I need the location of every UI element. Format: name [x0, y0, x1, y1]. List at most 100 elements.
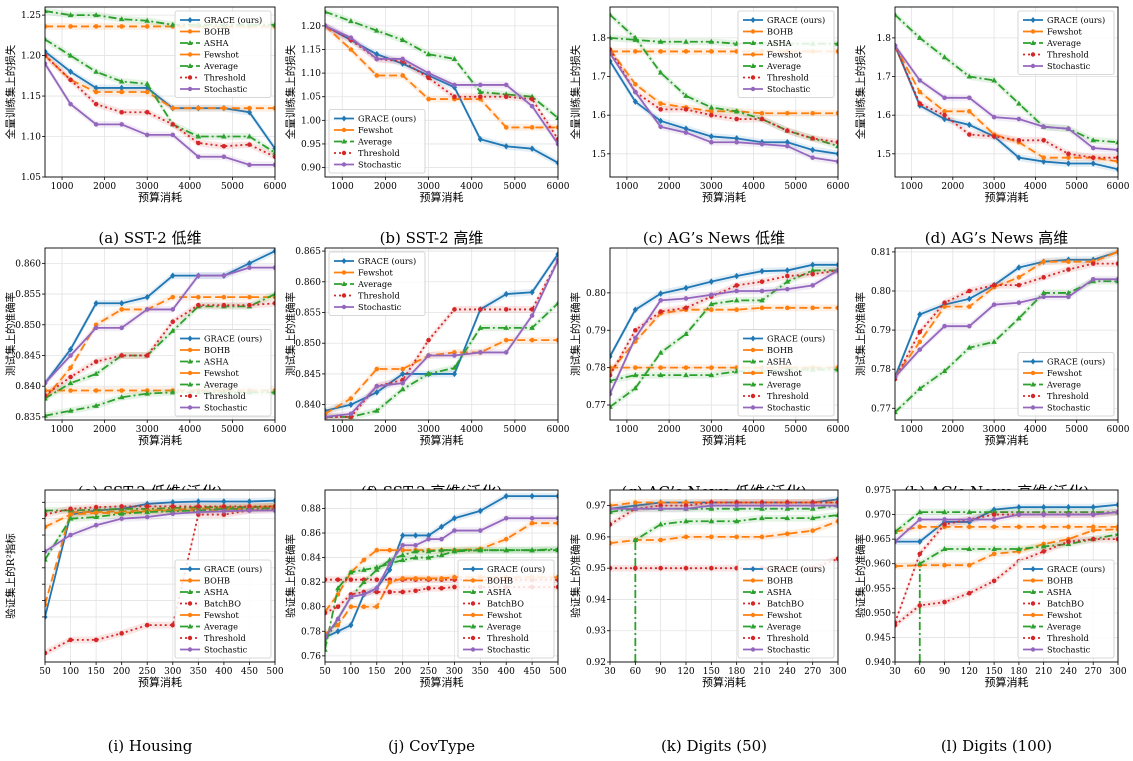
- legend-label: Fewshot: [767, 368, 802, 378]
- data-point: [1090, 504, 1096, 511]
- legend-marker: [1030, 393, 1036, 399]
- data-point: [400, 366, 405, 372]
- series-line-stochastic: [325, 259, 558, 418]
- data-point: [93, 122, 99, 127]
- x-tick-label: 100: [62, 667, 79, 677]
- data-point: [709, 292, 714, 298]
- series-group: [610, 495, 838, 662]
- data-point: [555, 250, 558, 258]
- x-tick-label: 120: [677, 667, 694, 677]
- data-point: [709, 565, 714, 571]
- legend-label: Stochastic: [1047, 645, 1091, 655]
- data-point: [683, 365, 689, 370]
- data-point: [503, 350, 509, 355]
- x-tick-label: 60: [914, 667, 926, 677]
- series-line-asha: [634, 514, 838, 662]
- legend-marker: [750, 405, 756, 410]
- data-point: [991, 282, 997, 288]
- data-point: [68, 532, 73, 538]
- series-line-grace-ours-: [895, 251, 1118, 378]
- data-point: [835, 143, 838, 149]
- data-point: [683, 506, 689, 512]
- data-point: [895, 11, 898, 17]
- data-point: [917, 78, 923, 83]
- data-point: [93, 359, 99, 364]
- subplot-caption: (l) Digits (100): [941, 737, 1052, 755]
- data-point: [658, 290, 664, 297]
- legend-marker: [750, 601, 756, 606]
- data-point: [733, 505, 740, 511]
- data-point: [503, 515, 509, 521]
- y-axis-label: 测试集上的准确率: [284, 292, 297, 376]
- data-point: [272, 21, 275, 27]
- data-point: [683, 92, 689, 98]
- data-point: [170, 294, 176, 300]
- legend-label: BatchBO: [767, 599, 804, 609]
- data-point: [67, 52, 74, 58]
- data-point: [759, 110, 765, 116]
- series-line-fewshot: [610, 501, 838, 507]
- data-point: [1115, 501, 1118, 508]
- legend-label: Average: [203, 380, 238, 390]
- x-tick-label: 4000: [742, 425, 765, 435]
- data-point: [1090, 137, 1097, 143]
- axes-frame: [609, 489, 839, 663]
- legend-label: Stochastic: [767, 84, 811, 94]
- x-tick-label: 6000: [547, 425, 570, 435]
- legend-label: ASHA: [203, 38, 229, 48]
- data-point: [144, 388, 150, 393]
- data-point: [555, 545, 558, 551]
- data-point: [68, 353, 73, 358]
- series-band-threshold: [610, 46, 838, 146]
- y-axis-label: 验证集上的准确率: [284, 534, 297, 618]
- y-tick-label: 0.840: [295, 401, 321, 411]
- data-point: [45, 524, 48, 530]
- data-point: [221, 508, 227, 514]
- x-tick-label: 150: [703, 667, 720, 677]
- data-point: [478, 350, 483, 355]
- data-point: [400, 56, 405, 62]
- data-point: [452, 94, 457, 100]
- data-point: [1066, 126, 1071, 132]
- data-point: [144, 89, 150, 95]
- data-point: [93, 68, 99, 74]
- y-tick-label: 0.95: [301, 140, 321, 150]
- legend-marker: [750, 358, 756, 364]
- legend-label: Threshold: [204, 633, 246, 643]
- data-point: [413, 588, 418, 594]
- x-tick-label: 2000: [374, 425, 397, 435]
- data-point: [144, 132, 150, 138]
- axes-frame: [324, 247, 559, 421]
- data-point: [119, 325, 124, 331]
- data-point: [835, 503, 838, 508]
- data-point: [374, 73, 380, 78]
- series-line-threshold: [895, 45, 1118, 159]
- y-tick-label: 0.77: [586, 401, 606, 411]
- data-point: [68, 374, 73, 380]
- legend-label: Threshold: [358, 148, 400, 158]
- data-point: [1115, 524, 1118, 530]
- data-point: [759, 505, 765, 511]
- data-point: [784, 139, 790, 146]
- data-point: [425, 51, 432, 57]
- data-point: [916, 385, 923, 391]
- data-point: [1115, 155, 1118, 160]
- data-point: [325, 635, 328, 640]
- series-line-fewshot: [45, 54, 275, 110]
- legend-marker: [187, 601, 193, 606]
- data-point: [835, 556, 838, 562]
- series-line-threshold: [325, 259, 558, 418]
- data-point: [477, 89, 484, 94]
- data-point: [657, 372, 664, 378]
- data-point: [632, 385, 639, 391]
- data-point: [733, 518, 740, 524]
- data-point: [118, 394, 125, 400]
- data-point: [170, 511, 176, 517]
- x-tick-label: 3000: [136, 182, 159, 192]
- x-tick-label: 1000: [615, 425, 638, 435]
- y-axis-label: 验证集上的R²指标: [4, 533, 17, 619]
- legend-marker: [750, 589, 756, 594]
- series-group: [895, 248, 1118, 416]
- data-point: [503, 94, 509, 100]
- data-point: [348, 411, 354, 417]
